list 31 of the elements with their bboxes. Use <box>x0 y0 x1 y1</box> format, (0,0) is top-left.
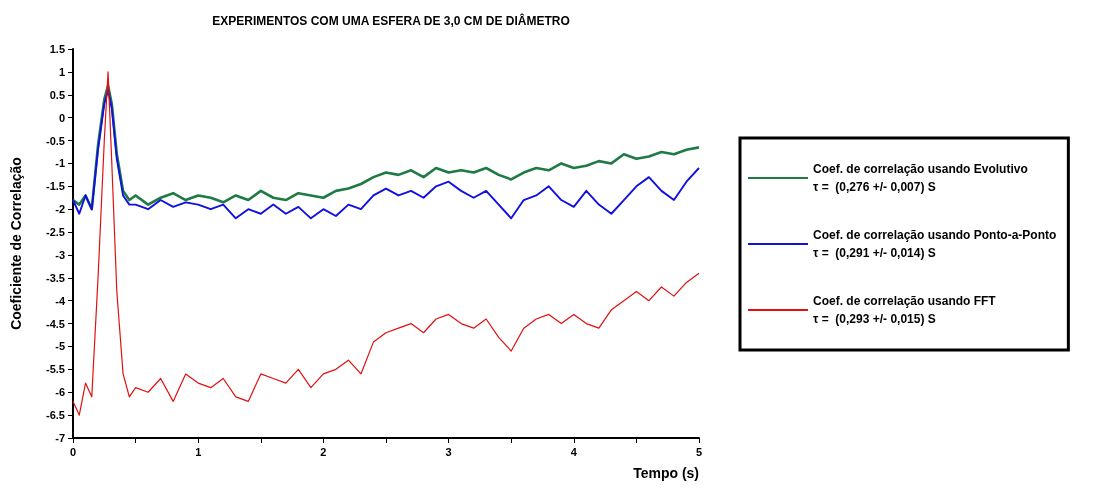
y-tick-label: 1.5 <box>49 43 65 55</box>
y-tick-label: 1 <box>58 65 65 78</box>
y-tick-label: -3.5 <box>46 271 65 284</box>
x-tick-label: 3 <box>445 445 452 458</box>
legend-label: Coef. de correlação usando Ponto-a-Ponto τ = (0,291 +/- 0,014) S <box>813 228 1057 260</box>
y-tick-label: -2 <box>55 203 65 216</box>
y-tick-label: 0 <box>58 111 65 124</box>
y-tick-label: -6.5 <box>46 409 65 422</box>
y-axis-title: Coeficiente de Correlação <box>8 157 24 330</box>
y-tick-label: -3 <box>55 248 65 261</box>
y-tick-label: -6 <box>55 386 65 399</box>
y-tick-label: -4 <box>55 294 66 307</box>
y-tick-label: -5 <box>55 340 65 353</box>
y-tick-label: -1.5 <box>46 180 65 193</box>
y-tick-label: 0.5 <box>49 88 65 101</box>
y-tick-label: -7 <box>55 432 65 444</box>
y-tick-label: -1 <box>55 157 65 170</box>
y-tick-label: -5.5 <box>46 363 65 376</box>
x-tick-label: 0 <box>69 445 77 458</box>
x-tick-label: 2 <box>320 445 327 458</box>
x-tick-label: 5 <box>695 445 703 458</box>
legend-label: Coef. de correlação usando FFT τ = (0,293 +/- 0,015) S <box>813 294 997 326</box>
y-tick-label: -0.5 <box>46 134 65 147</box>
x-tick-label: 1 <box>195 445 202 458</box>
line-series <box>72 71 700 416</box>
legend-label: Coef. de correlação usando Evolutivo τ = (0,276 +/- 0,007) S <box>813 162 1028 194</box>
x-axis-title: Tempo (s) <box>633 465 699 481</box>
y-tick-label: -4.5 <box>46 317 65 330</box>
x-tick-label: 4 <box>570 445 578 458</box>
chart-title: EXPERIMENTOS COM UMA ESFERA DE 3,0 CM DE DIÂMETRO <box>212 13 570 28</box>
y-tick-label: -2.5 <box>46 226 65 239</box>
